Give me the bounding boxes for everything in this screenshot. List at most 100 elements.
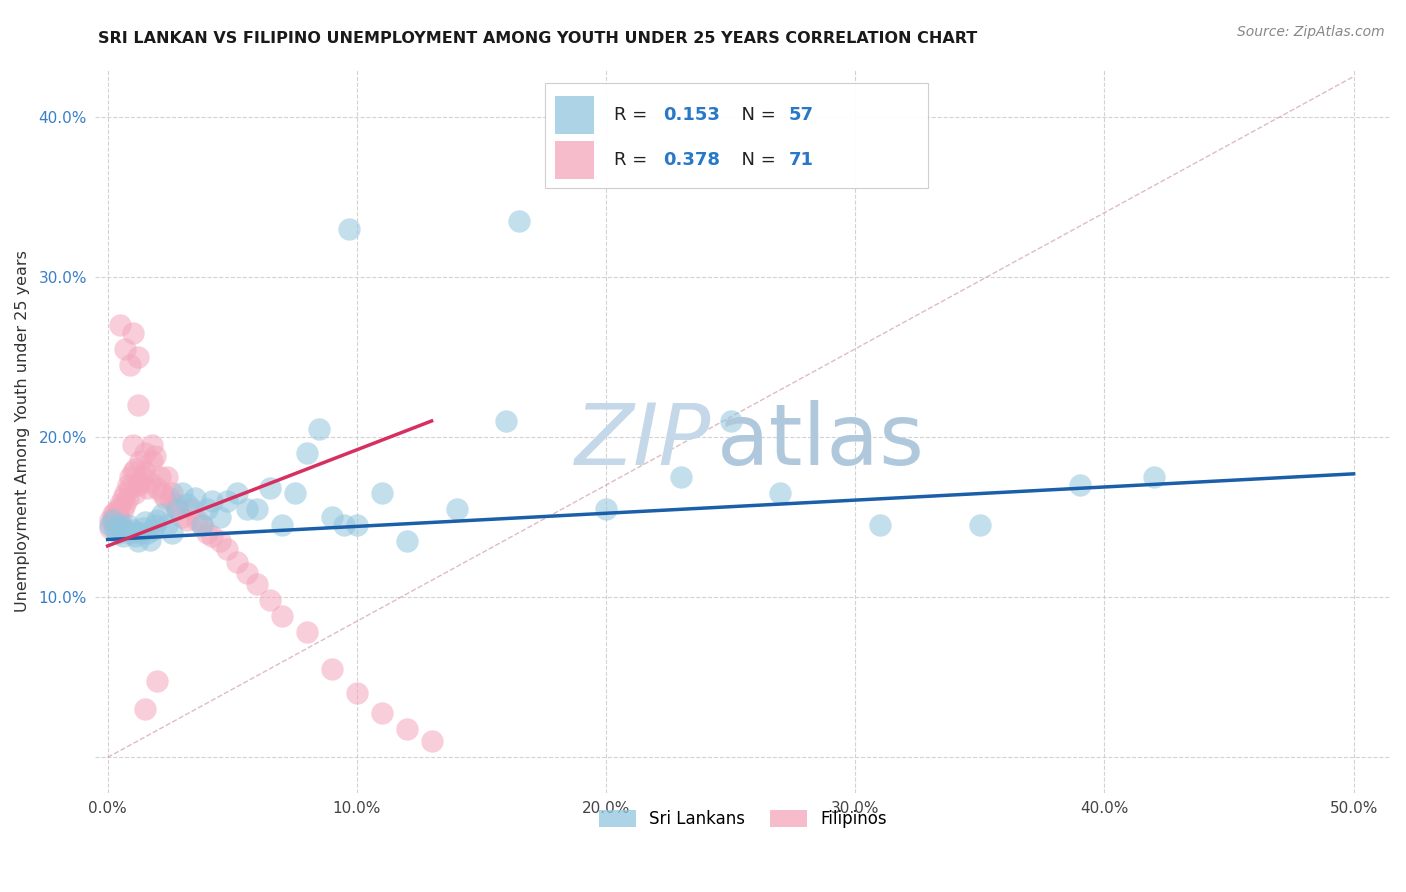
Point bbox=[176, 497, 198, 511]
Point bbox=[495, 414, 517, 428]
Point bbox=[118, 526, 141, 541]
Point bbox=[295, 446, 318, 460]
Point bbox=[146, 513, 169, 527]
Text: SRI LANKAN VS FILIPINO UNEMPLOYMENT AMONG YOUTH UNDER 25 YEARS CORRELATION CHART: SRI LANKAN VS FILIPINO UNEMPLOYMENT AMON… bbox=[98, 31, 977, 46]
Point bbox=[121, 465, 143, 479]
Point bbox=[104, 510, 127, 524]
Point bbox=[201, 529, 224, 543]
Point bbox=[107, 507, 129, 521]
Point bbox=[114, 486, 136, 500]
Point bbox=[162, 486, 184, 500]
Point bbox=[134, 446, 156, 460]
Point bbox=[136, 481, 159, 495]
Point bbox=[669, 470, 692, 484]
Point bbox=[139, 475, 162, 489]
Point bbox=[166, 502, 188, 516]
Point bbox=[201, 494, 224, 508]
Point bbox=[191, 518, 214, 533]
Point bbox=[226, 486, 249, 500]
Point bbox=[108, 513, 131, 527]
Point bbox=[104, 518, 127, 533]
Point bbox=[98, 518, 121, 533]
Point bbox=[195, 502, 218, 516]
Point bbox=[118, 481, 141, 495]
Point bbox=[508, 213, 530, 227]
Point bbox=[337, 221, 360, 235]
Point bbox=[114, 523, 136, 537]
Point bbox=[371, 486, 394, 500]
Point bbox=[118, 358, 141, 372]
Point bbox=[117, 478, 139, 492]
Point bbox=[134, 702, 156, 716]
Point bbox=[346, 686, 368, 700]
Point bbox=[149, 470, 172, 484]
Point bbox=[143, 518, 166, 533]
Point bbox=[181, 502, 204, 516]
Point bbox=[134, 515, 156, 529]
Text: ZIP: ZIP bbox=[575, 400, 710, 483]
Point bbox=[217, 494, 239, 508]
Point bbox=[117, 491, 139, 505]
Point bbox=[159, 491, 181, 505]
Point bbox=[156, 470, 179, 484]
Y-axis label: Unemployment Among Youth under 25 years: Unemployment Among Youth under 25 years bbox=[15, 250, 30, 612]
Point bbox=[769, 486, 792, 500]
Point bbox=[1143, 470, 1166, 484]
FancyBboxPatch shape bbox=[555, 141, 595, 178]
Text: R =: R = bbox=[613, 105, 652, 124]
Point bbox=[153, 491, 176, 505]
Point bbox=[176, 513, 198, 527]
Point bbox=[420, 734, 443, 748]
Text: Source: ZipAtlas.com: Source: ZipAtlas.com bbox=[1237, 25, 1385, 39]
Point bbox=[595, 502, 617, 516]
Point bbox=[121, 523, 143, 537]
Point bbox=[152, 507, 174, 521]
Point bbox=[146, 481, 169, 495]
Point bbox=[127, 478, 149, 492]
Point bbox=[172, 486, 194, 500]
Point bbox=[152, 486, 174, 500]
Point bbox=[166, 502, 188, 516]
Point bbox=[129, 526, 152, 541]
Point bbox=[121, 438, 143, 452]
Point bbox=[134, 465, 156, 479]
Point bbox=[246, 502, 269, 516]
Point bbox=[720, 414, 742, 428]
Point bbox=[195, 526, 218, 541]
Point bbox=[184, 491, 207, 505]
Point bbox=[129, 454, 152, 468]
Point bbox=[114, 497, 136, 511]
Point bbox=[333, 518, 356, 533]
Point bbox=[98, 521, 121, 535]
Point bbox=[107, 502, 129, 516]
Point bbox=[131, 521, 153, 535]
Point bbox=[139, 533, 162, 547]
Point bbox=[136, 526, 159, 541]
Legend: Sri Lankans, Filipinos: Sri Lankans, Filipinos bbox=[592, 804, 894, 835]
Point bbox=[321, 510, 343, 524]
Point bbox=[172, 510, 194, 524]
Point bbox=[101, 513, 124, 527]
Point bbox=[118, 470, 141, 484]
Point bbox=[141, 523, 163, 537]
Point bbox=[108, 318, 131, 332]
Point bbox=[271, 518, 294, 533]
Point bbox=[127, 350, 149, 364]
Point bbox=[114, 342, 136, 356]
Point bbox=[129, 475, 152, 489]
FancyBboxPatch shape bbox=[555, 95, 595, 134]
Text: R =: R = bbox=[613, 151, 652, 169]
Point bbox=[259, 481, 281, 495]
Text: 71: 71 bbox=[789, 151, 814, 169]
Text: atlas: atlas bbox=[717, 400, 925, 483]
Point bbox=[107, 526, 129, 541]
Point bbox=[104, 505, 127, 519]
Point bbox=[191, 518, 214, 533]
Point bbox=[1069, 478, 1091, 492]
Point bbox=[146, 673, 169, 688]
Point bbox=[395, 534, 418, 549]
Point bbox=[162, 526, 184, 541]
Point bbox=[186, 513, 208, 527]
Point bbox=[371, 706, 394, 720]
Point bbox=[127, 398, 149, 412]
